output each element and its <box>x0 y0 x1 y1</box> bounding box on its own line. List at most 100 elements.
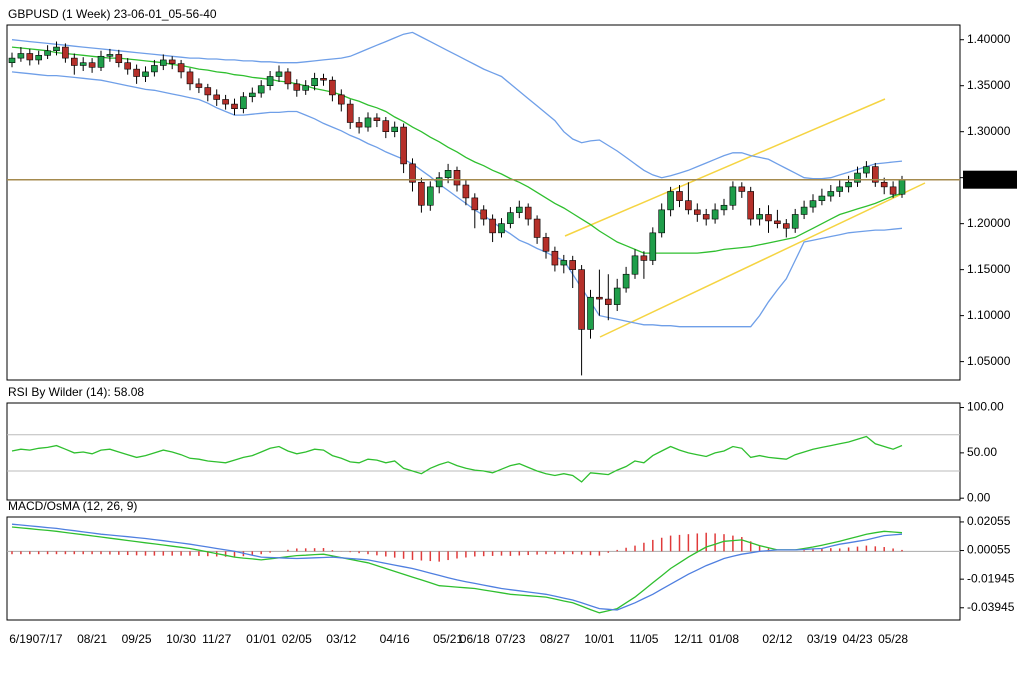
candle-body <box>418 181 425 206</box>
y-tick-label: 0.02055 <box>967 514 1011 528</box>
candle-body <box>151 65 158 73</box>
candle-body <box>622 273 630 289</box>
candle-body <box>791 214 799 229</box>
candle-body <box>667 191 674 211</box>
y-tick-label: 0.00 <box>967 490 991 504</box>
x-tick-label: 06/18 <box>460 632 490 646</box>
candle-body <box>640 255 648 261</box>
candle-body <box>329 79 336 96</box>
macd-line <box>11 523 903 611</box>
candle-body <box>845 181 852 188</box>
candle-body <box>702 214 710 220</box>
candle-body <box>756 214 763 220</box>
candle-body <box>836 186 844 192</box>
candle-body <box>106 54 114 57</box>
candle-body <box>177 63 185 73</box>
candle-body <box>765 214 772 222</box>
y-tick-label: 1.05000 <box>967 354 1011 368</box>
candle-body <box>551 250 559 266</box>
candle-body <box>489 218 496 234</box>
candle-body <box>79 62 87 66</box>
candle-body <box>453 170 461 186</box>
x-tick-label: 10/30 <box>166 632 196 646</box>
candle-body <box>604 298 612 305</box>
candle-body <box>142 71 149 77</box>
candle-body <box>8 57 16 64</box>
panel-frame <box>6 24 961 381</box>
candle-body <box>515 206 523 213</box>
channel-upper <box>564 98 886 237</box>
candle-body <box>88 62 96 68</box>
candle-body <box>266 76 274 86</box>
band-line <box>11 31 903 180</box>
candle-body <box>257 85 265 94</box>
candle-body <box>53 46 60 52</box>
candle-body <box>631 255 639 275</box>
y-tick-label: 1.15000 <box>967 262 1011 276</box>
band-line <box>11 71 903 328</box>
candle-body <box>97 55 105 68</box>
candle-body <box>480 209 488 220</box>
y-tick-label: -0.01945 <box>967 571 1015 585</box>
candle-body <box>542 237 550 252</box>
candle-body <box>533 218 541 238</box>
candle-body <box>124 62 131 70</box>
candle-body <box>729 186 737 206</box>
panel-title: RSI By Wilder (14): 58.08 <box>8 385 144 399</box>
x-tick-label: 08/27 <box>540 632 570 646</box>
x-tick-label: 10/01 <box>584 632 614 646</box>
x-tick-label: 08/21 <box>77 632 107 646</box>
candle-body <box>355 122 363 128</box>
candle-body <box>275 71 283 77</box>
candle-body <box>596 296 603 300</box>
panel-frame <box>6 516 961 621</box>
x-tick-label: 03/12 <box>326 632 356 646</box>
x-tick-label: 05/28 <box>878 632 908 646</box>
candle-body <box>17 53 25 59</box>
y-tick-label: 100.00 <box>967 400 1004 414</box>
y-tick-label: 0.00055 <box>967 543 1011 557</box>
last-price-label: 1.24780 <box>967 172 1011 186</box>
candle-body <box>524 206 532 220</box>
y-tick-label: 1.30000 <box>967 124 1011 138</box>
candle-body <box>284 71 292 85</box>
panel-frame <box>6 402 961 501</box>
candle-body <box>435 177 443 188</box>
y-tick-label: 1.35000 <box>967 78 1011 92</box>
x-tick-label: 07/17 <box>33 632 63 646</box>
candle-body <box>676 191 683 201</box>
candle-body <box>320 78 327 81</box>
candle-body <box>444 170 452 178</box>
y-tick-label: 1.20000 <box>967 216 1011 230</box>
candle-body <box>569 260 577 270</box>
candle-body <box>898 179 906 195</box>
candle-body <box>186 71 194 85</box>
candle-body <box>213 94 220 100</box>
candle-body <box>195 83 203 88</box>
candle-body <box>800 206 808 215</box>
x-tick-label: 11/05 <box>629 632 658 646</box>
candle-body <box>400 126 407 165</box>
candle-body <box>382 120 390 132</box>
candle-body <box>62 46 69 59</box>
candle-body <box>880 181 888 188</box>
candle-body <box>863 166 870 174</box>
candle-body <box>160 59 167 66</box>
candle-body <box>462 184 470 199</box>
y-tick-label: 50.00 <box>967 445 997 459</box>
candle-body <box>231 103 238 109</box>
candle-body <box>649 232 657 261</box>
y-tick-label: 1.40000 <box>967 32 1011 46</box>
candle-body <box>346 103 354 123</box>
x-tick-label: 01/08 <box>709 632 739 646</box>
x-tick-label: 07/23 <box>495 632 525 646</box>
x-tick-label: 03/19 <box>807 632 837 646</box>
x-tick-label: 11/27 <box>202 632 231 646</box>
candle-body <box>782 223 790 229</box>
candle-body <box>471 197 479 211</box>
candle-body <box>613 287 621 305</box>
channel-lower <box>599 182 926 338</box>
candle-body <box>133 68 140 77</box>
panel-title: GBPUSD (1 Week) 23-06-01_05-56-40 <box>8 7 217 21</box>
candle-body <box>240 96 247 109</box>
